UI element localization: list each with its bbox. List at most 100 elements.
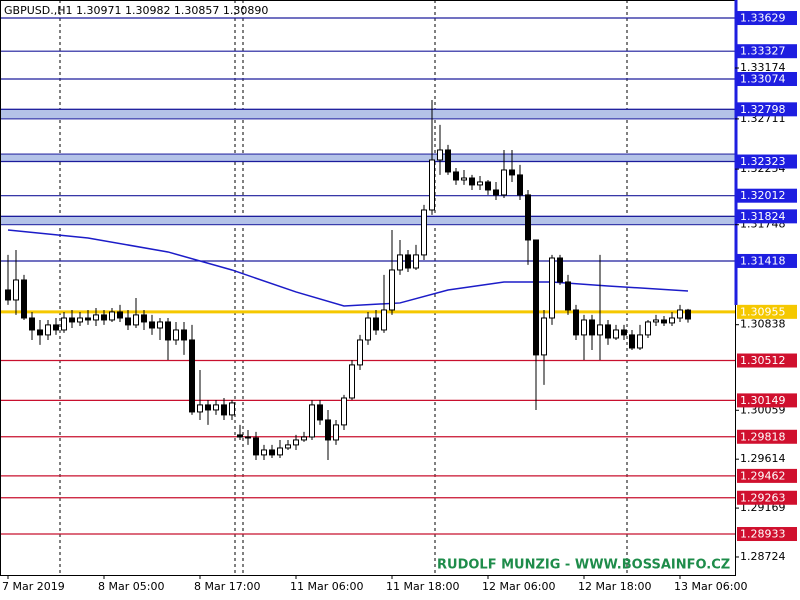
candle-body (397, 254, 403, 271)
candle-body (421, 209, 427, 256)
candle-body (485, 181, 491, 191)
candle-body (653, 319, 659, 323)
candle-body (77, 317, 83, 323)
candle-body (61, 317, 67, 331)
candle-body (373, 317, 379, 331)
candle-body (53, 324, 59, 331)
level-label: 1.30955 (740, 305, 786, 318)
y-tick-label: 1.33174 (740, 61, 786, 74)
level-label: 1.31824 (740, 210, 786, 223)
candle-body (133, 314, 139, 326)
x-tick-label: 8 Mar 05:00 (98, 580, 164, 593)
x-tick-label: 11 Mar 06:00 (290, 580, 363, 593)
moving-average (7, 229, 689, 307)
candle-body (37, 329, 43, 336)
candle-body (125, 317, 131, 326)
candle-body (685, 309, 691, 320)
candle-body (261, 449, 267, 456)
candle-body (21, 279, 27, 319)
candle-body (605, 324, 611, 339)
candle-body (5, 289, 11, 301)
candle-body (341, 397, 347, 426)
candle-body (581, 319, 587, 336)
level-label: 1.33629 (740, 12, 786, 25)
candle-body (645, 321, 651, 336)
watermark: RUDOLF MUNZIG - WWW.BOSSAINFO.CZ (437, 558, 730, 573)
candle-body (245, 436, 251, 439)
candle-body (525, 194, 531, 241)
candle-body (469, 177, 475, 186)
candle-body (141, 314, 147, 323)
x-tick-label: 12 Mar 18:00 (578, 580, 651, 593)
candle-body (613, 329, 619, 339)
candle-body (477, 181, 483, 186)
chart-title: GBPUSD.,H1 1.30971 1.30982 1.30857 1.308… (4, 4, 268, 17)
level-label: 1.31418 (740, 254, 786, 267)
level-label-box (737, 11, 797, 26)
candle-body (637, 334, 643, 349)
y-tick-label: 1.30838 (740, 318, 786, 331)
candle-body (309, 404, 315, 438)
candle-body (189, 339, 195, 413)
candle-body (413, 254, 419, 269)
candle-body (629, 334, 635, 349)
level-label-box (737, 154, 797, 169)
candle-body (381, 309, 387, 331)
candle-body (669, 317, 675, 324)
level-label-box (737, 304, 797, 319)
x-tick-label: 12 Mar 06:00 (482, 580, 555, 593)
candle-body (173, 329, 179, 341)
level-label: 1.32798 (740, 103, 786, 116)
candle-body (661, 319, 667, 324)
candle-body (549, 257, 555, 319)
candle-body (93, 314, 99, 321)
candle-body (533, 239, 539, 356)
x-tick-label: 7 Mar 2019 (2, 580, 65, 593)
level-label-box (737, 353, 797, 368)
level-label-box (737, 44, 797, 59)
candle-body (349, 364, 355, 399)
candle-body (29, 317, 35, 331)
level-label-box (737, 72, 797, 87)
candle-body (181, 329, 187, 341)
candle-body (253, 437, 259, 456)
candle-body (229, 402, 235, 416)
candle-body (69, 317, 75, 323)
level-label: 1.33327 (740, 45, 786, 58)
candle-body (277, 447, 283, 456)
level-label-box (737, 253, 797, 268)
candle-body (221, 404, 227, 416)
level-label-box (737, 527, 797, 542)
candle-body (149, 321, 155, 329)
candle-body (405, 254, 411, 269)
candle-body (213, 404, 219, 411)
x-tick-label: 8 Mar 17:00 (194, 580, 260, 593)
x-tick-label: 11 Mar 18:00 (386, 580, 459, 593)
level-label: 1.30149 (740, 394, 786, 407)
level-label: 1.30512 (740, 354, 786, 367)
candle-body (157, 321, 163, 329)
level-label: 1.29462 (740, 469, 786, 482)
plot-layer (0, 17, 736, 535)
zone (0, 153, 736, 163)
candle-body (333, 424, 339, 441)
level-label: 1.32012 (740, 189, 786, 202)
level-label-box (737, 188, 797, 203)
candle-body (117, 311, 123, 319)
y-tick-label: 1.28724 (740, 550, 786, 563)
candle-body (357, 339, 363, 366)
candle-body (101, 314, 107, 321)
candle-body (269, 449, 275, 456)
candle-body (365, 317, 371, 341)
candle-body (445, 149, 451, 173)
candle-body (429, 159, 435, 211)
candle-body (109, 311, 115, 321)
x-tick-label: 13 Mar 06:00 (674, 580, 747, 593)
level-label-box (737, 209, 797, 224)
candle-body (501, 169, 507, 196)
candle-body (237, 434, 243, 438)
level-label: 1.29818 (740, 430, 786, 443)
candle-body (677, 309, 683, 319)
level-label: 1.29263 (740, 491, 786, 504)
